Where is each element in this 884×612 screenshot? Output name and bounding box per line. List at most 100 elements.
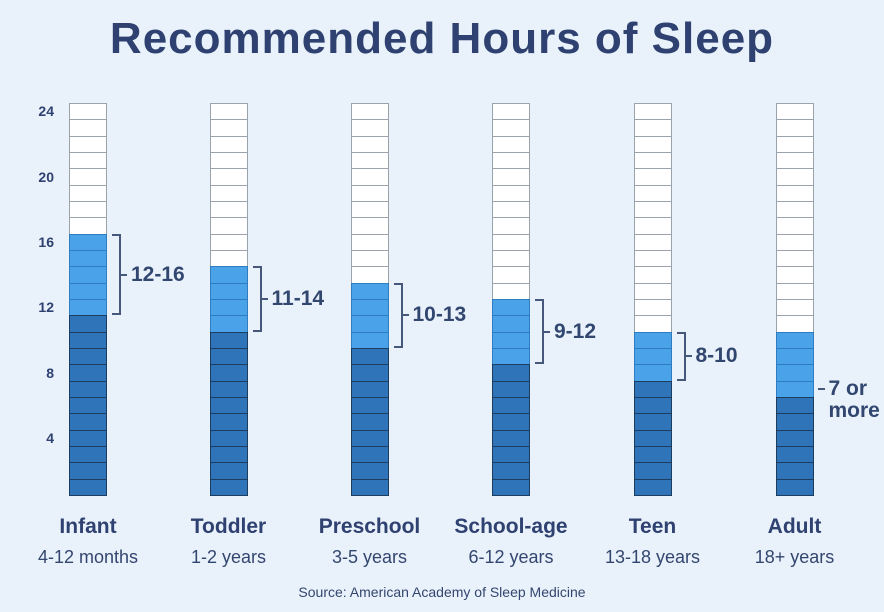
hour-block xyxy=(492,315,530,333)
hour-block xyxy=(209,217,248,235)
hour-block xyxy=(633,152,672,169)
hour-block xyxy=(69,266,107,284)
hour-block xyxy=(209,119,248,137)
hour-block xyxy=(350,119,389,137)
y-axis-tick-label: 8 xyxy=(46,364,54,381)
hour-block xyxy=(492,462,530,480)
y-axis-tick-label: 12 xyxy=(38,299,54,316)
hour-block xyxy=(775,266,814,284)
y-axis-tick-label: 20 xyxy=(38,168,54,185)
hour-block xyxy=(492,201,530,218)
hour-block xyxy=(209,397,248,414)
hour-block xyxy=(69,234,107,251)
category-age-label: 1-2 years xyxy=(190,547,267,567)
hour-block xyxy=(492,234,530,251)
hour-block xyxy=(350,136,389,153)
y-axis-tick-label: 16 xyxy=(38,233,54,250)
hour-block xyxy=(69,283,107,300)
hour-block xyxy=(633,217,672,235)
hour-block xyxy=(350,201,389,218)
hour-block xyxy=(492,446,530,463)
hour-block xyxy=(350,266,389,284)
hour-block xyxy=(209,348,248,365)
hour-block xyxy=(209,332,248,349)
category-label: Toddler xyxy=(190,515,267,538)
hour-block xyxy=(209,283,248,300)
range-bracket-tick xyxy=(261,298,268,300)
hour-block xyxy=(350,332,389,349)
hour-block xyxy=(492,479,530,496)
hour-block xyxy=(775,446,814,463)
hour-bar-teen xyxy=(633,103,672,496)
hour-block xyxy=(209,299,248,316)
hour-block xyxy=(209,462,248,480)
hour-block xyxy=(209,479,248,496)
hour-block xyxy=(775,364,814,382)
hour-block xyxy=(775,397,814,414)
hour-block xyxy=(492,332,530,349)
hour-block xyxy=(633,266,672,284)
hour-block xyxy=(633,250,672,267)
range-label: 7 or more xyxy=(828,376,880,422)
range-label: 11-14 xyxy=(271,287,325,310)
range-bracket xyxy=(112,233,121,316)
hour-block xyxy=(775,479,814,496)
hour-block xyxy=(69,136,107,153)
hour-block xyxy=(492,103,530,120)
hour-block xyxy=(69,332,107,349)
hour-block xyxy=(492,119,530,137)
hour-block xyxy=(350,479,389,496)
hour-block xyxy=(69,201,107,218)
hour-block xyxy=(775,136,814,153)
range-bracket-tick xyxy=(685,355,692,358)
source-note: Source: American Academy of Sleep Medici… xyxy=(298,584,586,600)
hour-block xyxy=(69,479,107,496)
hour-block xyxy=(209,234,248,251)
hour-bar-school-age xyxy=(492,103,530,496)
hour-block xyxy=(633,315,672,333)
hour-block xyxy=(69,348,107,365)
hour-block xyxy=(775,234,814,251)
hour-block xyxy=(633,430,672,447)
page-title: Recommended Hours of Sleep xyxy=(109,14,775,63)
hour-block xyxy=(350,315,389,333)
hour-block xyxy=(633,103,672,120)
hour-block xyxy=(492,185,530,202)
hour-block xyxy=(492,299,530,316)
hour-block xyxy=(633,397,672,414)
hour-block xyxy=(69,462,107,480)
hour-block xyxy=(350,446,389,463)
hour-block xyxy=(492,217,530,235)
hour-block xyxy=(350,364,389,382)
hour-block xyxy=(633,479,672,496)
hour-block xyxy=(492,168,530,186)
range-bracket-tick xyxy=(121,273,127,276)
hour-block xyxy=(350,217,389,235)
range-label: 9-12 xyxy=(554,319,597,343)
hour-block xyxy=(350,234,389,251)
hour-bar-toddler xyxy=(209,103,248,496)
hour-block xyxy=(492,250,530,267)
hour-block xyxy=(775,119,814,137)
category-age-label: 13-18 years xyxy=(604,547,701,567)
hour-block xyxy=(350,299,389,316)
category-label: Teen xyxy=(628,515,677,538)
hour-block xyxy=(633,299,672,316)
hour-block xyxy=(350,397,389,414)
hour-block xyxy=(775,332,814,349)
hour-bar-preschool xyxy=(350,103,389,496)
hour-block xyxy=(69,397,107,414)
hour-block xyxy=(492,381,530,398)
hour-block xyxy=(350,250,389,267)
hour-block xyxy=(209,250,248,267)
hour-block xyxy=(633,413,672,431)
range-bracket xyxy=(393,282,403,348)
category-label: Preschool xyxy=(318,515,421,538)
hour-block xyxy=(633,283,672,300)
y-axis-tick-label: 4 xyxy=(46,429,54,446)
hour-block xyxy=(492,283,530,300)
hour-block xyxy=(209,266,248,284)
category-label: Infant xyxy=(59,515,117,538)
hour-block xyxy=(492,397,530,414)
